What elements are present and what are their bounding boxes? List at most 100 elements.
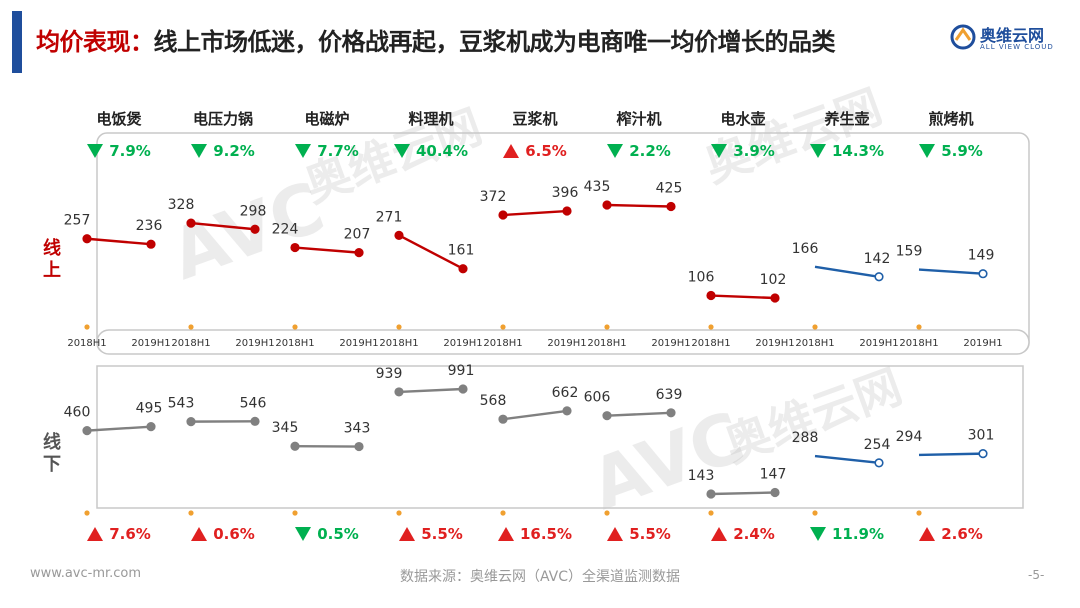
data-label: 102 (760, 272, 787, 288)
tick-label: 2018H1 (587, 338, 626, 349)
data-label: 236 (136, 218, 163, 234)
online-series-line (502, 209, 568, 217)
data-point (770, 487, 780, 498)
axis-marker-dot (84, 510, 90, 516)
offline-change: 11.9% (795, 525, 899, 543)
data-label: 142 (864, 251, 891, 267)
data-label: 254 (864, 437, 891, 453)
data-point (602, 411, 612, 421)
online-series-line (918, 268, 984, 275)
data-point (666, 201, 676, 212)
data-label: 149 (968, 248, 995, 264)
tick-label: 2018H1 (691, 338, 730, 349)
tick-label: 2018H1 (795, 338, 834, 349)
data-point (354, 441, 364, 452)
online-series-line (606, 203, 672, 208)
axis-marker-dot (84, 324, 90, 330)
change-percent: 5.9% (941, 142, 983, 160)
data-label: 207 (344, 227, 371, 243)
data-point (290, 441, 300, 451)
arrow-up-icon (87, 526, 104, 541)
data-point (250, 416, 260, 426)
data-label: 546 (240, 395, 267, 411)
logo-text-en: ALL VIEW CLOUD (980, 43, 1054, 51)
data-point (666, 408, 676, 418)
data-label: 159 (896, 244, 923, 260)
data-point (498, 210, 508, 220)
offline-series-line (86, 425, 152, 432)
offline-change: 0.5% (275, 525, 379, 543)
data-label: 106 (688, 270, 715, 286)
data-label: 288 (792, 430, 819, 446)
offline-change: 0.6% (171, 525, 275, 543)
axis-marker-dot (604, 510, 610, 516)
online-series-line (710, 294, 776, 300)
data-label: 224 (272, 222, 299, 238)
data-label: 143 (688, 468, 715, 484)
data-label: 271 (376, 209, 403, 225)
online-change: 9.2% (171, 142, 275, 160)
data-label: 345 (272, 420, 299, 436)
data-label: 328 (168, 197, 195, 213)
arrow-down-icon (919, 143, 936, 158)
arrow-up-icon (607, 526, 624, 541)
axis-marker-dot (708, 324, 714, 330)
data-point (250, 224, 260, 234)
axis-marker-dot (812, 324, 818, 330)
tick-label: 2019H1 (547, 338, 586, 349)
arrow-down-icon (295, 526, 312, 541)
offline-series-line (502, 409, 568, 421)
tick-label: 2019H1 (651, 338, 690, 349)
axis-marker-dot (188, 510, 194, 516)
data-label: 939 (376, 366, 403, 382)
axis-marker-dot (292, 324, 298, 330)
tick-label: 2018H1 (483, 338, 522, 349)
change-percent: 9.2% (213, 142, 255, 160)
change-percent: 7.9% (109, 142, 151, 160)
online-panel (96, 132, 1030, 354)
online-change: 7.9% (67, 142, 171, 160)
arrow-up-icon (711, 526, 728, 541)
online-change: 40.4% (379, 142, 483, 160)
avc-logo: 奥维云网 ALL VIEW CLOUD (950, 22, 1060, 62)
online-series-line (814, 265, 880, 278)
data-point (978, 269, 988, 279)
tick-label: 2018H1 (171, 338, 210, 349)
online-change: 7.7% (275, 142, 379, 160)
change-percent: 40.4% (415, 142, 469, 160)
data-label: 435 (584, 179, 611, 195)
arrow-up-icon (919, 526, 936, 541)
footer-website: www.avc-mr.com (30, 566, 142, 581)
change-percent: 16.5% (519, 525, 573, 543)
data-point (978, 449, 988, 459)
data-point (498, 414, 508, 424)
data-label: 543 (168, 396, 195, 412)
category-label: 养生壶 (824, 110, 870, 128)
data-point (146, 239, 156, 249)
arrow-down-icon (809, 526, 826, 541)
tick-label: 2018H1 (275, 338, 314, 349)
data-point (706, 290, 716, 301)
online-change: 3.9% (691, 142, 795, 160)
category-label: 电饭煲 (96, 110, 142, 128)
axis-marker-dot (916, 324, 922, 330)
axis-marker-dot (812, 510, 818, 516)
online-series-line (86, 237, 152, 246)
offline-change: 5.5% (379, 525, 483, 543)
data-label: 495 (136, 401, 163, 417)
change-percent: 11.9% (831, 525, 885, 543)
data-point (394, 387, 404, 397)
axis-marker-dot (604, 324, 610, 330)
data-label: 294 (896, 429, 923, 445)
offline-change: 5.5% (587, 525, 691, 543)
data-point (874, 458, 884, 468)
online-series-line (294, 246, 360, 254)
tick-label: 2019H1 (755, 338, 794, 349)
arrow-down-icon (191, 143, 208, 158)
online-change: 2.2% (587, 142, 691, 160)
category-label: 电压力锅 (192, 110, 253, 128)
data-label: 298 (240, 203, 267, 219)
data-point (602, 200, 612, 210)
data-label: 257 (64, 213, 91, 229)
offline-change: 2.6% (899, 525, 1003, 543)
